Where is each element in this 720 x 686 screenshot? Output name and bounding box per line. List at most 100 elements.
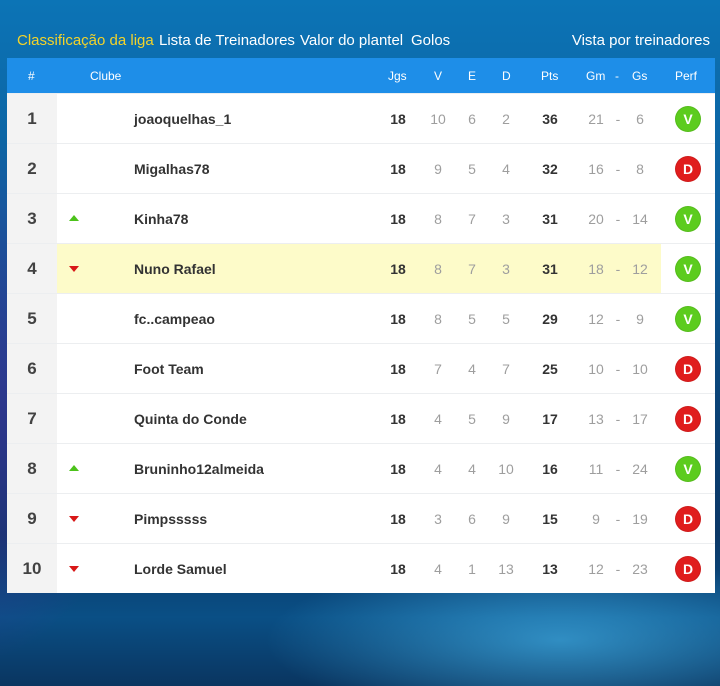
result-badge: D: [675, 355, 701, 382]
table-row[interactable]: 7 Quinta do Conde 18 4 5 9 17 13-17 D: [7, 393, 715, 443]
points: 25: [542, 360, 558, 377]
club-name[interactable]: Nuno Rafael: [134, 260, 216, 277]
games-played: 18: [390, 410, 406, 427]
losses: 3: [502, 210, 510, 227]
goals-against: 12: [632, 260, 648, 277]
losses: 5: [502, 310, 510, 327]
goals-against: 9: [636, 310, 644, 327]
goals-separator: -: [615, 310, 621, 327]
table-row[interactable]: 6 Foot Team 18 7 4 7 25 10-10 D: [7, 343, 715, 393]
performance-cell: V: [661, 94, 715, 143]
goals-against: 23: [632, 560, 648, 577]
losses: 9: [502, 510, 510, 527]
wins: 3: [434, 510, 442, 527]
wins: 7: [434, 360, 442, 377]
points: 13: [542, 560, 558, 577]
club-name[interactable]: Kinha78: [134, 210, 189, 227]
result-badge: V: [675, 305, 701, 332]
table-row[interactable]: 5 fc..campeao 18 8 5 5 29 12-9 V: [7, 293, 715, 343]
trend-down-icon: [69, 516, 79, 522]
club-name[interactable]: joaoquelhas_1: [134, 110, 232, 127]
goals-separator: -: [615, 560, 621, 577]
performance-cell: D: [661, 344, 715, 393]
table-row[interactable]: 2 Migalhas78 18 9 5 4 32 16-8 D: [7, 143, 715, 193]
goals-separator: -: [615, 510, 621, 527]
goals-for: 10: [588, 360, 604, 377]
goals-for: 13: [588, 410, 604, 427]
goals-separator: -: [615, 160, 621, 177]
result-badge: V: [675, 255, 701, 282]
goals-for: 21: [588, 110, 604, 127]
trend-up-icon: [69, 465, 79, 471]
table-row[interactable]: 3 Kinha78 18 8 7 3 31 20-14 V: [7, 193, 715, 243]
trend-up-icon: [69, 215, 79, 221]
wins: 8: [434, 210, 442, 227]
result-badge: V: [675, 105, 701, 132]
goals-against: 6: [636, 110, 644, 127]
table-row[interactable]: 4 Nuno Rafael 18 8 7 3 31 18-12 V: [7, 243, 715, 293]
table-row[interactable]: 9 Pimpsssss 18 3 6 9 15 9-19 D: [7, 493, 715, 543]
row-position: 1: [7, 94, 57, 143]
draws: 7: [468, 210, 476, 227]
wins: 10: [430, 110, 446, 127]
row-position: 9: [7, 494, 57, 543]
header-d: D: [502, 69, 511, 83]
tab-goals[interactable]: Golos: [411, 32, 451, 49]
performance-cell: D: [661, 394, 715, 443]
tab-squad-value[interactable]: Valor do plantel: [300, 32, 404, 49]
club-name[interactable]: Foot Team: [134, 360, 204, 377]
losses: 4: [502, 160, 510, 177]
performance-cell: V: [661, 294, 715, 343]
draws: 5: [468, 310, 476, 327]
table-row[interactable]: 1 joaoquelhas_1 18 10 6 2 36 21-6 V: [7, 93, 715, 143]
performance-cell: V: [661, 244, 715, 293]
club-name[interactable]: Lorde Samuel: [134, 560, 227, 577]
goals-for: 12: [588, 310, 604, 327]
result-badge: V: [675, 205, 701, 232]
games-played: 18: [390, 110, 406, 127]
games-played: 18: [390, 260, 406, 277]
performance-cell: V: [661, 194, 715, 243]
club-name[interactable]: Quinta do Conde: [134, 410, 247, 427]
games-played: 18: [390, 360, 406, 377]
club-name[interactable]: Migalhas78: [134, 160, 210, 177]
games-played: 18: [390, 210, 406, 227]
losses: 3: [502, 260, 510, 277]
games-played: 18: [390, 160, 406, 177]
goals-separator: -: [615, 410, 621, 427]
tab-coaches-list[interactable]: Lista de Treinadores: [159, 32, 295, 49]
games-played: 18: [390, 310, 406, 327]
draws: 6: [468, 110, 476, 127]
wins: 9: [434, 160, 442, 177]
points: 16: [542, 460, 558, 477]
header-perf: Perf: [675, 69, 698, 83]
header-pts: Pts: [541, 69, 559, 83]
row-position: 4: [7, 244, 57, 293]
draws: 4: [468, 360, 476, 377]
standings-table: # Clube Jgs V E D Pts Gm - Gs Perf 1 joao…: [7, 58, 715, 593]
club-name[interactable]: fc..campeao: [134, 310, 215, 327]
row-position: 3: [7, 194, 57, 243]
losses: 2: [502, 110, 510, 127]
points: 29: [542, 310, 558, 327]
losses: 10: [498, 460, 514, 477]
coaches-view-link[interactable]: Vista por treinadores: [571, 32, 710, 49]
club-name[interactable]: Pimpsssss: [134, 510, 208, 527]
points: 36: [542, 110, 558, 127]
table-row[interactable]: 8 Bruninho12almeida 18 4 4 10 16 11-24 V: [7, 443, 715, 493]
wins: 4: [434, 460, 442, 477]
goals-separator: -: [615, 110, 621, 127]
losses: 13: [498, 560, 514, 577]
goals-for: 20: [588, 210, 604, 227]
club-name[interactable]: Bruninho12almeida: [134, 460, 264, 477]
games-played: 18: [390, 510, 406, 527]
result-badge: V: [675, 455, 701, 482]
goals-for: 9: [592, 510, 600, 527]
table-row[interactable]: 10 Lorde Samuel 18 4 1 13 13 12-23 D: [7, 543, 715, 593]
row-position: 8: [7, 444, 57, 493]
tab-league-standings[interactable]: Classificação da liga: [17, 32, 154, 49]
result-badge: D: [675, 555, 701, 582]
result-badge: D: [675, 505, 701, 532]
points: 17: [542, 410, 558, 427]
goals-against: 10: [632, 360, 648, 377]
